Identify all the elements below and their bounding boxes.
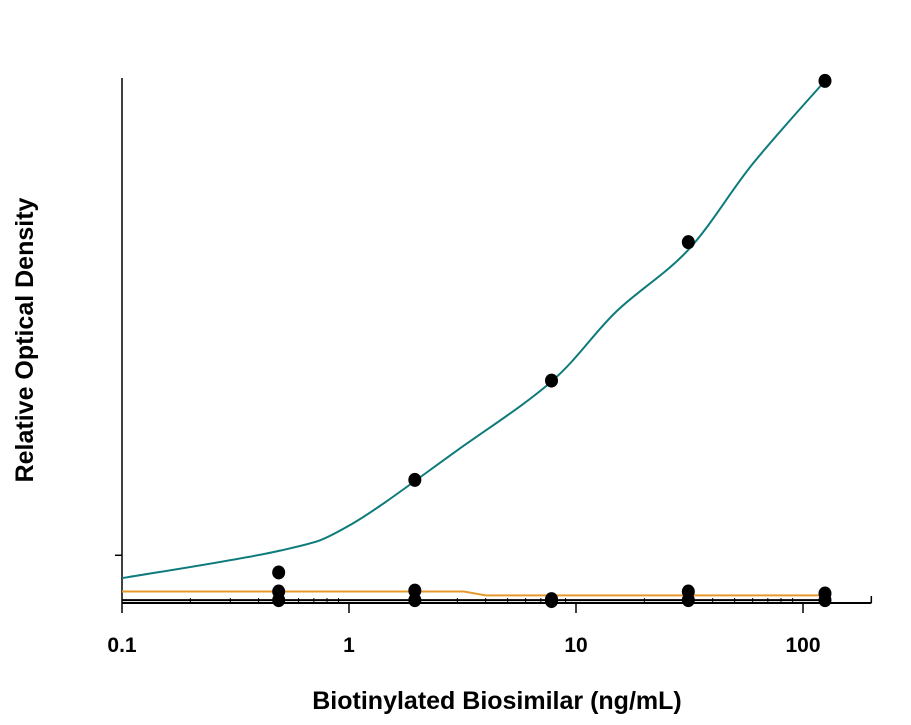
x-tick-label: 100 <box>785 634 820 657</box>
data-point-series-1 <box>818 73 832 88</box>
fit-curve-series-2 <box>122 590 825 597</box>
data-point-series-3 <box>681 593 695 608</box>
x-tick-label: 10 <box>564 634 587 657</box>
x-tick-labels: 0.1 1 10 100 <box>107 634 820 657</box>
fit-curve-series-1 <box>121 80 826 580</box>
data-point-series-1 <box>545 373 559 388</box>
data-point-series-1 <box>408 472 422 487</box>
x-tick-label: 1 <box>343 634 355 657</box>
data-point-series-3 <box>818 593 832 608</box>
data-point-series-1 <box>272 565 286 580</box>
data-point-series-3 <box>408 593 422 608</box>
data-points <box>272 73 832 609</box>
data-point-series-3 <box>272 593 286 608</box>
x-axis-label: Biotinylated Biosimilar (ng/mL) <box>312 687 681 715</box>
x-tick-label: 0.1 <box>107 634 137 657</box>
data-point-series-3 <box>545 594 559 609</box>
y-axis-label: Relative Optical Density <box>11 197 39 482</box>
fit-curves <box>121 80 826 602</box>
data-point-series-1 <box>681 235 695 250</box>
